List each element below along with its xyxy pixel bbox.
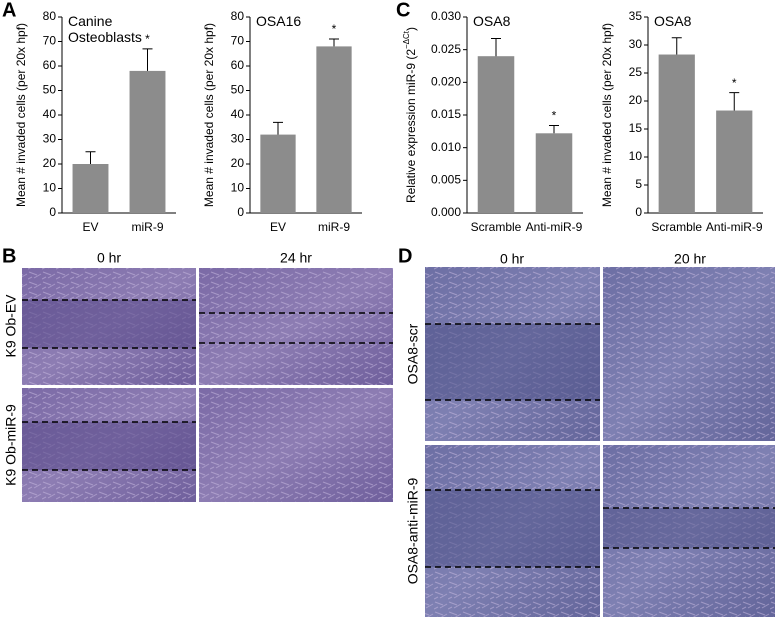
y-axis-label: Mean # invaded cells (per 20x hpf) <box>14 23 28 207</box>
y-tick-label: 80 <box>43 9 57 23</box>
y-tick-label: 30 <box>629 37 643 51</box>
significance-marker: * <box>332 22 337 36</box>
chart-title-box: Canine Osteoblasts <box>68 13 142 45</box>
y-tick-label: 0.020 <box>431 75 461 89</box>
y-tick-label: 0 <box>49 205 56 219</box>
error-bar <box>329 38 339 47</box>
row-label: OSA8-scr <box>405 323 421 384</box>
y-tick-label: 60 <box>43 58 57 72</box>
chart-title-box: OSA8 <box>473 13 511 29</box>
x-tick-label: EV <box>82 220 98 234</box>
chart-title-box: OSA16 <box>256 13 302 29</box>
y-tick-label: 0.030 <box>431 9 461 23</box>
column-label: 0 hr <box>500 251 524 267</box>
y-tick-label: 50 <box>43 83 57 97</box>
y-tick-label: 20 <box>629 93 643 107</box>
panel-label: D <box>398 245 412 267</box>
error-bar <box>549 124 559 134</box>
y-tick-label: 0.025 <box>431 42 461 56</box>
bar <box>658 54 695 213</box>
panel-label: A <box>2 0 16 21</box>
y-tick-label: 50 <box>231 83 245 97</box>
error-bar <box>729 92 740 111</box>
significance-marker: * <box>145 32 150 46</box>
significance-marker: * <box>732 76 737 90</box>
y-tick-label: 0.005 <box>431 173 461 187</box>
y-tick-label: 70 <box>43 34 57 48</box>
y-tick-label: 70 <box>231 34 245 48</box>
y-tick-label: 40 <box>43 107 57 121</box>
y-tick-label: 35 <box>629 9 643 23</box>
bar <box>716 110 753 213</box>
bar <box>260 134 296 213</box>
column-label: 0 hr <box>97 250 121 266</box>
x-tick-label: Scramble <box>651 220 702 234</box>
chart-title: OSA8 <box>473 13 511 29</box>
bar <box>129 70 166 214</box>
error-bar <box>273 121 283 135</box>
chart-title: Canine Osteoblasts <box>68 13 142 45</box>
y-tick-label: 80 <box>231 9 245 23</box>
chart-title: OSA8 <box>654 13 692 29</box>
y-tick-label: 10 <box>231 181 245 195</box>
y-axis-label-part: Mean # invaded cells (per 20x hpf) <box>202 23 216 207</box>
x-tick-label: miR-9 <box>132 220 164 234</box>
row-label: K9 Ob-miR-9 <box>3 404 19 486</box>
y-axis-label: Mean # invaded cells (per 20x hpf) <box>600 23 614 207</box>
micrograph-panel-b <box>22 268 393 502</box>
bar <box>535 133 573 213</box>
y-tick-label: 40 <box>231 107 245 121</box>
x-tick-label: Scramble <box>471 220 522 234</box>
y-tick-label: 10 <box>629 149 643 163</box>
chart-title: OSA16 <box>256 13 302 29</box>
y-tick-label: 15 <box>629 121 643 135</box>
x-tick-label: Anti-miR-9 <box>526 220 583 234</box>
y-axis-label: Relative expression miR-9 (2−ΔCt) <box>402 27 418 203</box>
y-axis-label-part: Mean # invaded cells (per 20x hpf) <box>14 23 28 207</box>
y-tick-label: 0.010 <box>431 140 461 154</box>
y-tick-label: 30 <box>231 132 245 146</box>
y-axis-label-part: Relative expression miR-9 (2 <box>404 49 418 203</box>
row-label: OSA8-anti-miR-9 <box>405 478 421 585</box>
y-tick-label: 5 <box>635 177 642 191</box>
y-axis-label-part: Mean # invaded cells (per 20x hpf) <box>600 23 614 207</box>
y-tick-label: 20 <box>231 156 245 170</box>
y-axis-label-part: ) <box>404 27 418 31</box>
y-tick-label: 25 <box>629 65 643 79</box>
error-bar <box>671 37 682 55</box>
error-bar <box>85 151 96 164</box>
bar <box>316 46 352 214</box>
panel-label: C <box>396 0 410 21</box>
y-tick-label: 0 <box>635 205 642 219</box>
error-bar <box>142 48 153 71</box>
y-axis-label: Mean # invaded cells (per 20x hpf) <box>202 23 216 207</box>
chart-title-box: OSA8 <box>654 13 692 29</box>
y-tick-label: 0 <box>237 205 244 219</box>
error-bar <box>491 38 501 57</box>
y-tick-label: 60 <box>231 58 245 72</box>
x-tick-label: miR-9 <box>318 220 350 234</box>
y-tick-label: 0.000 <box>431 205 461 219</box>
y-axis-label-part: −ΔCt <box>402 30 411 49</box>
panel-label: B <box>2 245 16 267</box>
y-tick-label: 30 <box>43 132 57 146</box>
column-label: 20 hr <box>674 251 706 267</box>
x-tick-label: Anti-miR-9 <box>706 220 763 234</box>
bar <box>477 56 515 214</box>
row-label: K9 Ob-EV <box>3 294 19 358</box>
column-label: 24 hr <box>280 250 312 266</box>
significance-marker: * <box>552 109 557 123</box>
y-tick-label: 20 <box>43 156 57 170</box>
x-tick-label: EV <box>270 220 286 234</box>
micrograph-panel-d <box>425 267 775 617</box>
y-tick-label: 0.015 <box>431 107 461 121</box>
y-tick-label: 10 <box>43 181 57 195</box>
bar <box>72 164 109 213</box>
